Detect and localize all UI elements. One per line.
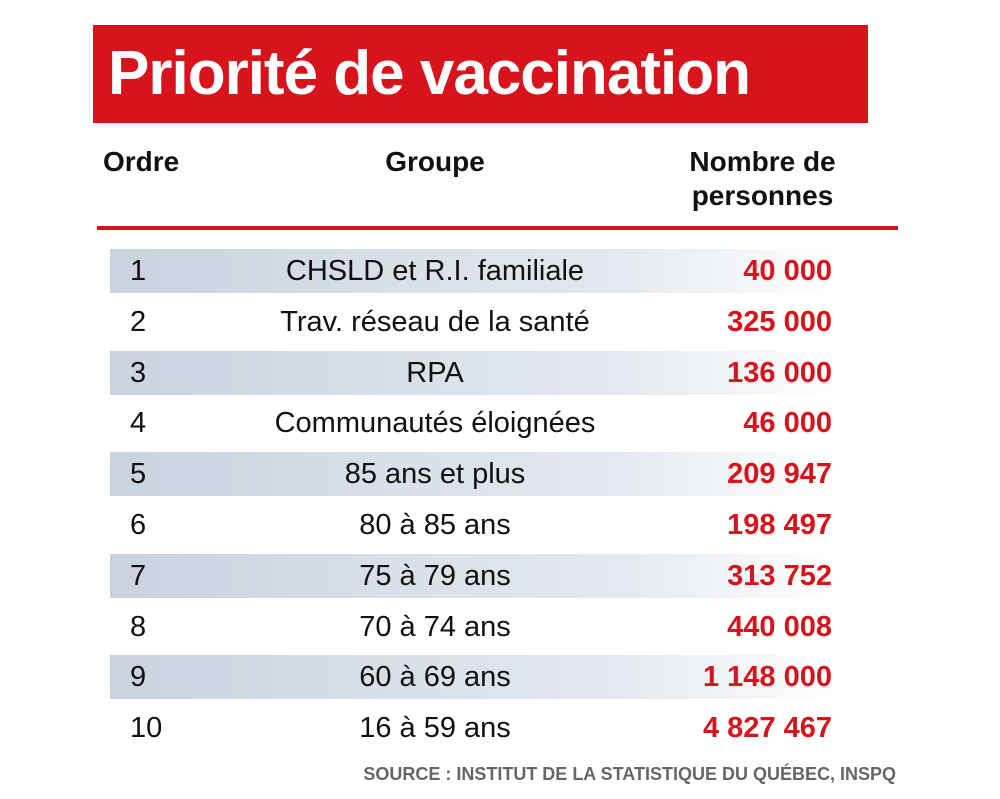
number-cell: 40 000 [743,255,832,287]
title: Priorité de vaccination [108,39,751,108]
group-cell: 16 à 59 ans [359,712,511,745]
column-header: Groupe [385,146,485,177]
column-header: Ordre [103,146,180,177]
number-cell: 440 008 [727,610,832,643]
order-cell: 7 [130,559,147,592]
number-cell: 46 000 [743,407,832,440]
row-shade [110,350,840,395]
group-cell: Communautés éloignées [274,407,596,440]
number-cell: 136 000 [727,356,832,389]
order-cell: 6 [130,509,147,541]
title-box [93,25,868,123]
column-header: Nombre de personnes [689,146,836,211]
group-cell: 85 ans et plus [344,458,526,491]
group-cell: RPA [406,356,464,389]
number-cell: 1 148 000 [702,661,832,694]
header-rule [97,226,898,230]
group-cell: 80 à 85 ans [359,509,511,541]
group-cell: 70 à 74 ans [359,610,511,643]
order-cell: 3 [130,356,147,389]
number-cell: 198 497 [727,509,832,541]
row-shade [110,553,840,598]
source: SOURCE : INSTITUT DE LA STATISTIQUE DU Q… [363,764,896,784]
order-cell: 1 [130,255,147,287]
number-cell: 325 000 [727,305,832,338]
group-cell: CHSLD et R.I. familiale [285,255,585,287]
group-cell: Trav. réseau de la santé [280,305,590,338]
order-cell: 2 [130,305,147,338]
order-cell: 5 [130,458,147,491]
row-shade [110,249,840,293]
order-cell: 8 [130,610,147,643]
order-cell: 9 [130,661,147,694]
row-shade [110,452,840,497]
order-cell: 10 [130,712,163,745]
row-shade [110,655,840,700]
order-cell: 4 [130,407,147,440]
number-cell: 209 947 [727,458,832,491]
group-cell: 60 à 69 ans [359,661,511,694]
number-cell: 4 827 467 [702,712,832,745]
group-cell: 75 à 79 ans [359,559,511,592]
number-cell: 313 752 [727,559,832,592]
